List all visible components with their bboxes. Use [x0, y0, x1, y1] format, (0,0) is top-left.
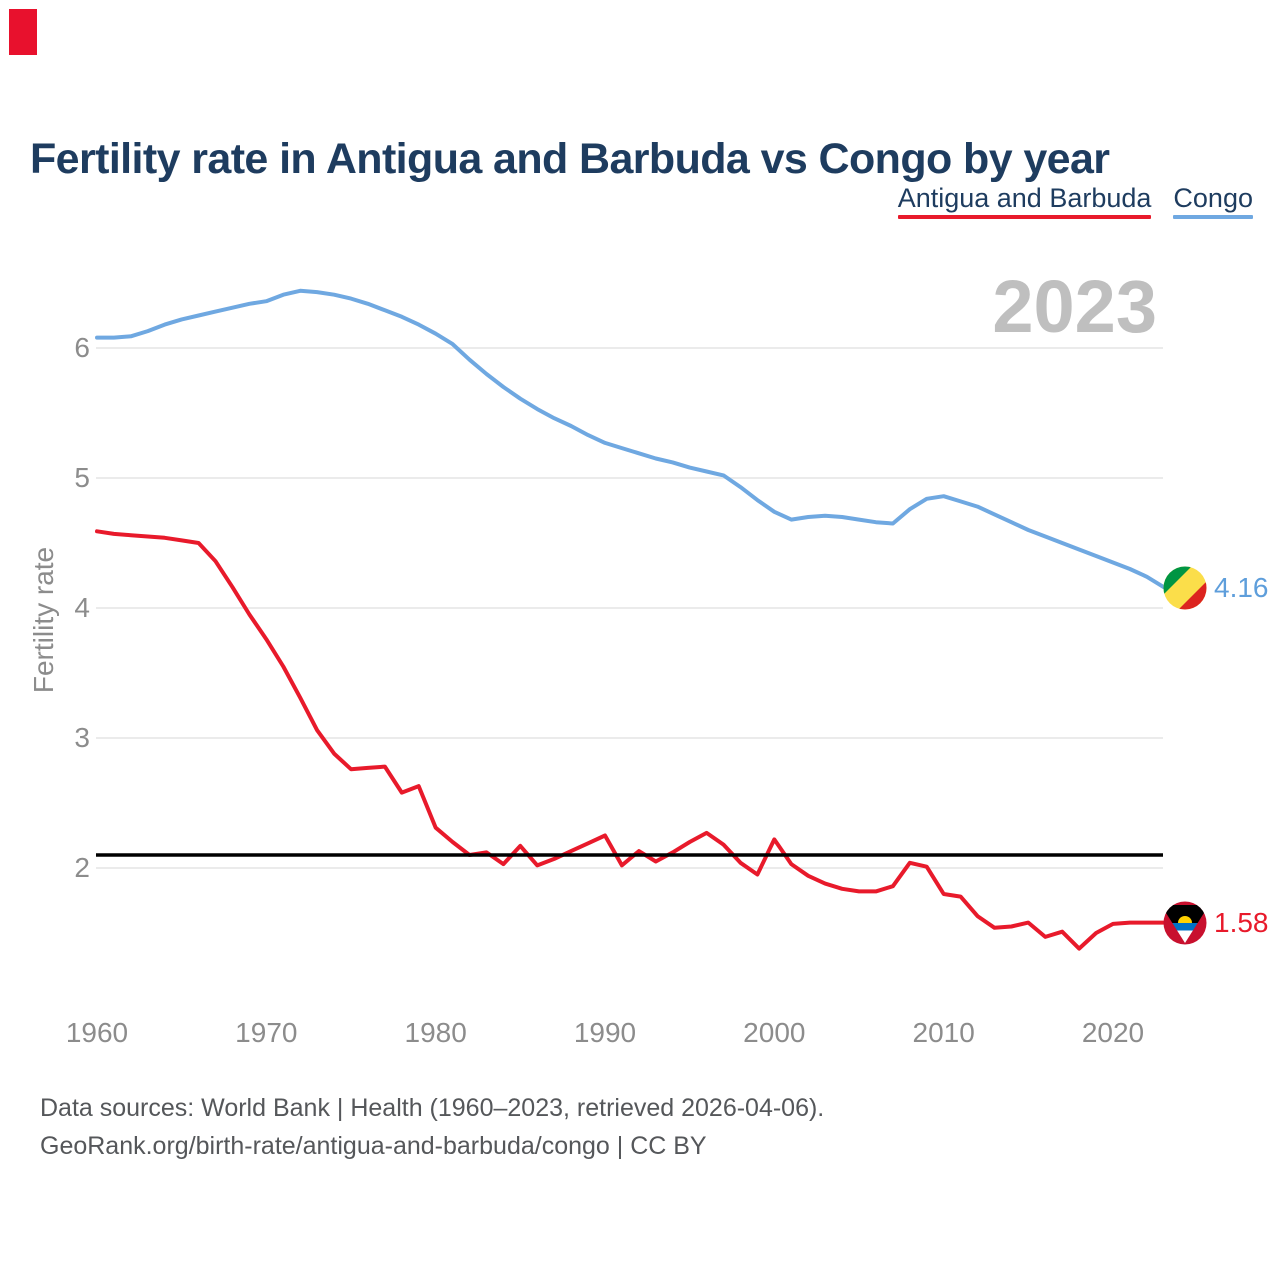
red-marker — [9, 9, 37, 55]
legend-label: Antigua and Barbuda — [897, 183, 1152, 213]
legend: Antigua and Barbuda Congo — [897, 183, 1253, 219]
x-tick-label: 2020 — [1081, 1017, 1145, 1048]
footer-sources-line: Data sources: World Bank | Health (1960–… — [40, 1094, 825, 1122]
congo-line — [95, 288, 1166, 590]
x-tick-label: 1970 — [235, 1017, 298, 1048]
x-tick-label: 1990 — [573, 1017, 637, 1048]
y-tick-label: 2 — [74, 852, 90, 883]
legend-color-bar-antigua — [897, 215, 1152, 219]
footer-attribution-line: GeoRank.org/birth-rate/antigua-and-barbu… — [40, 1132, 707, 1160]
x-tick-label: 2010 — [912, 1017, 975, 1048]
footer: Data sources: World Bank | Health (1960–… — [40, 1089, 824, 1165]
antigua-end-value: 1.58 — [1214, 907, 1269, 938]
congo-flag-icon — [1163, 566, 1207, 610]
x-tick-label: 1980 — [404, 1017, 467, 1048]
legend-item-antigua-and-barbuda[interactable]: Antigua and Barbuda — [897, 183, 1152, 219]
end-label-congo: 4.16 — [1163, 566, 1269, 610]
year-watermark: 2023 — [992, 265, 1157, 348]
y-tick-label: 6 — [74, 332, 90, 363]
end-label-antigua-and-barbuda: 1.58 — [1163, 901, 1269, 945]
page-title: Fertility rate in Antigua and Barbuda vs… — [30, 134, 1110, 183]
y-axis-title: Fertility rate — [28, 546, 59, 694]
x-tick-label: 2000 — [743, 1017, 806, 1048]
y-tick-label: 5 — [74, 462, 90, 493]
y-tick-label: 3 — [74, 722, 90, 753]
congo-end-value: 4.16 — [1214, 572, 1269, 603]
antigua-and-barbuda-line — [95, 529, 1166, 951]
x-tick-label: 1960 — [65, 1017, 129, 1048]
legend-color-bar-congo — [1173, 215, 1253, 219]
y-tick-label: 4 — [74, 592, 90, 623]
legend-item-congo[interactable]: Congo — [1173, 184, 1253, 219]
antigua-and-barbuda-flag-icon — [1163, 901, 1207, 945]
legend-label: Congo — [1173, 183, 1253, 213]
